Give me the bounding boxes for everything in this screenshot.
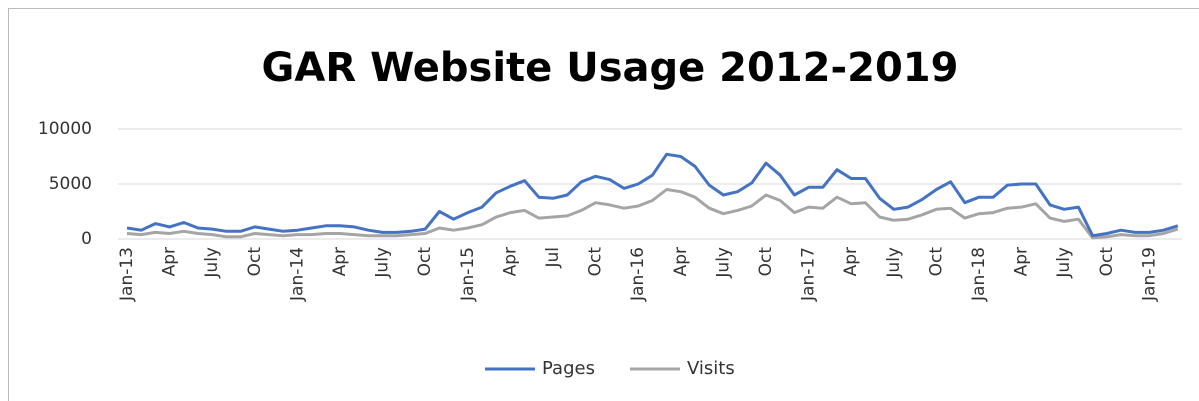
x-tick-label: July xyxy=(713,247,733,279)
x-tick-label: Oct xyxy=(756,247,776,277)
x-tick-label: Jan-18 xyxy=(969,247,989,302)
legend-label: Pages xyxy=(542,358,595,379)
x-tick-label: Oct xyxy=(1097,247,1117,277)
x-tick-label: July xyxy=(1054,247,1074,279)
x-tick-label: Apr xyxy=(160,247,180,276)
y-tick-label: 0 xyxy=(81,229,92,249)
x-tick-label: Oct xyxy=(415,247,435,277)
x-tick-label: Jan-14 xyxy=(287,247,307,302)
x-tick-label: Apr xyxy=(1012,247,1032,276)
x-tick-label: Jan-19 xyxy=(1139,247,1159,302)
x-tick-label: July xyxy=(884,247,904,279)
x-tick-label: Oct xyxy=(586,247,606,277)
x-tick-label: July xyxy=(373,247,393,279)
x-tick-label: Jan-15 xyxy=(458,247,478,302)
x-tick-label: July xyxy=(202,247,222,279)
x-tick-label: Jan-13 xyxy=(117,247,137,302)
x-tick-label: Apr xyxy=(330,247,350,276)
x-tick-label: Apr xyxy=(841,247,861,276)
y-tick-label: 5000 xyxy=(49,174,92,194)
chart-title: GAR Website Usage 2012-2019 xyxy=(262,45,959,91)
legend-label: Visits xyxy=(687,358,735,379)
x-tick-label: Apr xyxy=(671,247,691,276)
line-series xyxy=(126,152,1179,238)
x-tick-label: Apr xyxy=(500,247,520,276)
x-tick-label: Jul xyxy=(543,247,563,269)
y-tick-label: 10000 xyxy=(38,119,92,139)
x-tick-label: Oct xyxy=(245,247,265,277)
line-series xyxy=(126,188,1179,240)
x-tick-label: Jan-17 xyxy=(799,247,819,302)
x-tick-label: Oct xyxy=(926,247,946,277)
x-tick-label: Jan-16 xyxy=(628,247,648,302)
